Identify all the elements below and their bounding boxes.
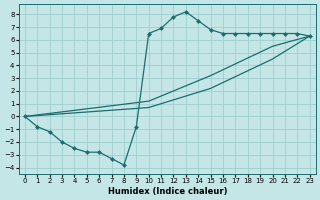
X-axis label: Humidex (Indice chaleur): Humidex (Indice chaleur) <box>108 187 227 196</box>
